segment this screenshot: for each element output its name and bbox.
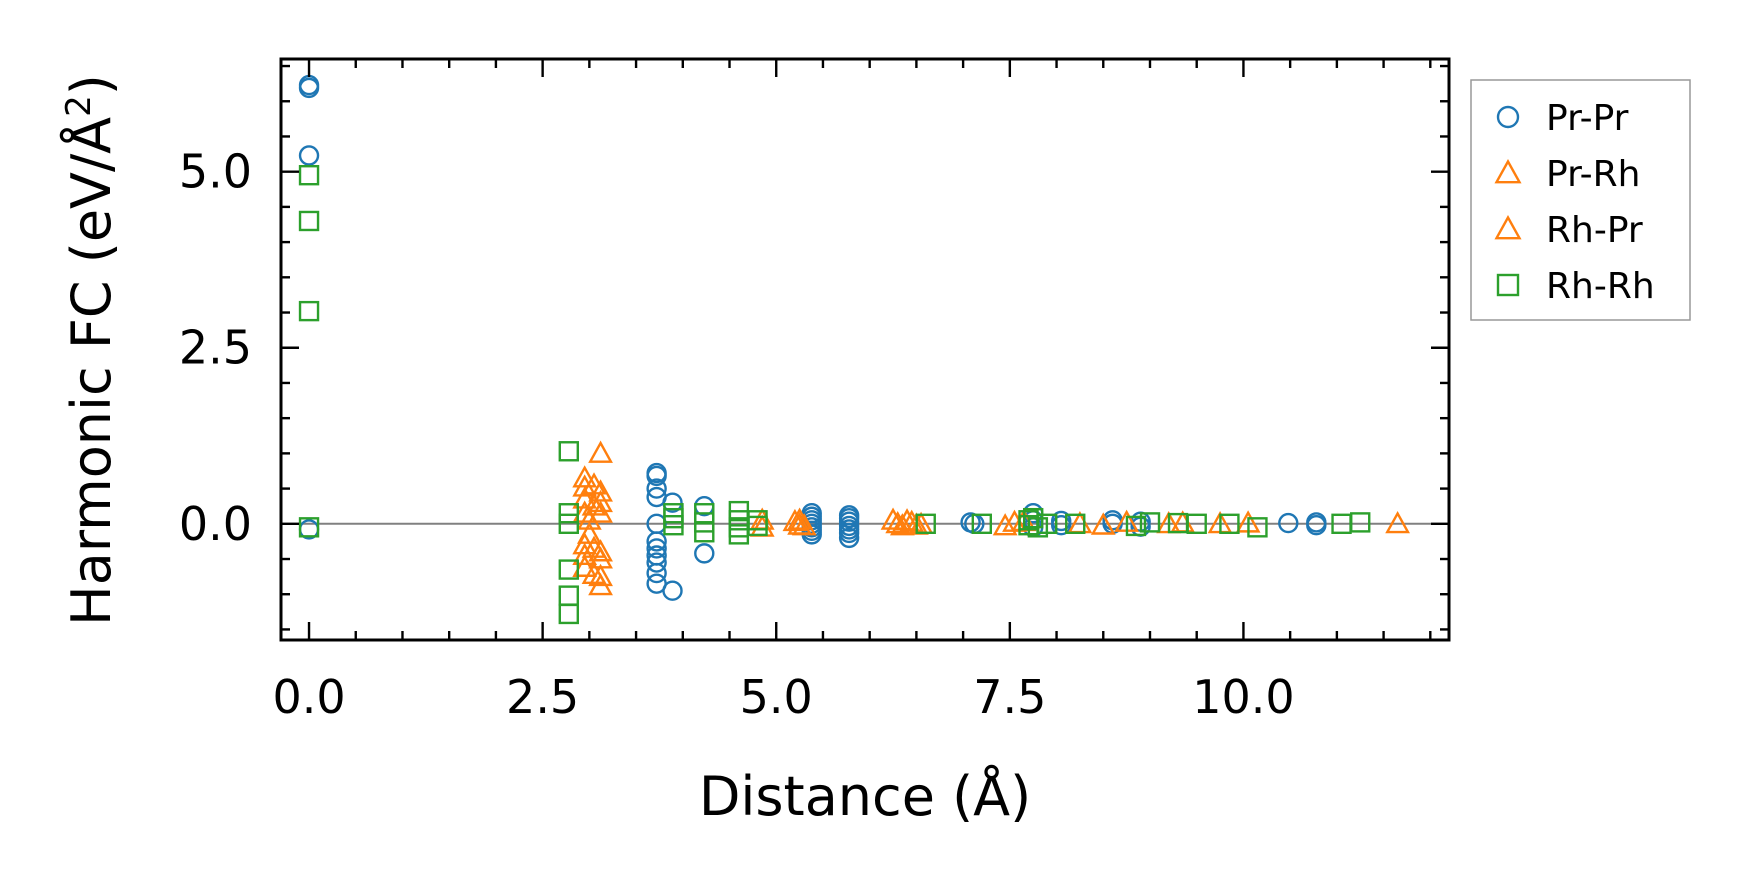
data-point (1385, 510, 1410, 534)
legend: Pr-Pr Pr-Rh Rh-Pr Rh-Rh (1470, 79, 1691, 321)
y-tick-label: 0.0 (179, 497, 252, 551)
x-tick-label: 5.0 (740, 670, 813, 724)
axis-tick-labels: 0.0 2.5 5.0 7.5 10.0 0.0 2.5 5.0 (179, 145, 1295, 724)
data-point (646, 465, 667, 487)
data-point (1051, 515, 1072, 536)
data-point (581, 535, 607, 558)
data-point (791, 513, 817, 536)
data-point (558, 559, 579, 580)
data-point (694, 522, 715, 543)
data-point (646, 538, 667, 559)
data-point (646, 552, 667, 573)
legend-label: Rh-Rh (1546, 266, 1655, 307)
data-point (572, 486, 598, 509)
data-point (747, 515, 768, 537)
data-point (992, 513, 1018, 536)
legend-label: Rh-Pr (1546, 210, 1643, 251)
data-point (646, 478, 667, 499)
plot-area (281, 59, 1449, 640)
legend-entry: Pr-Pr (1496, 98, 1629, 139)
data-point (880, 507, 906, 530)
y-axis-label: Harmonic FC (eV/Å2) (59, 74, 123, 626)
data-point (581, 561, 607, 584)
legend-entry: Pr-Rh (1494, 154, 1640, 195)
data-point (646, 531, 667, 552)
plot-background (281, 59, 1449, 640)
legend-entries: Pr-Pr Pr-Rh Rh-Pr Rh-Rh (1494, 98, 1655, 307)
data-point (558, 513, 579, 534)
data-markers (298, 74, 1410, 625)
legend-entry: Rh-Rh (1496, 266, 1655, 307)
series-rh-rh (298, 164, 1371, 625)
y-tick-label: 5.0 (179, 145, 252, 199)
data-point (646, 562, 667, 584)
data-point (576, 521, 602, 544)
data-point (588, 563, 613, 587)
data-point (298, 210, 320, 232)
data-point (1090, 512, 1116, 535)
legend-marker (1496, 105, 1520, 129)
data-point (1278, 512, 1299, 534)
data-point (588, 440, 613, 463)
x-axis-label: Distance (Å) (699, 764, 1031, 828)
y-axis-label-main: Harmonic FC (eV/Å (59, 117, 123, 626)
axis-ticks (281, 59, 1449, 640)
data-point (1247, 517, 1268, 538)
data-point (1125, 515, 1147, 537)
data-point (588, 572, 613, 596)
data-point (663, 515, 684, 536)
data-point (298, 517, 320, 538)
data-point (787, 507, 812, 530)
data-point (298, 145, 320, 166)
data-point (572, 465, 598, 488)
data-point (1350, 512, 1371, 533)
data-point (588, 479, 613, 502)
x-tick-label: 7.5 (973, 670, 1046, 724)
data-point (588, 489, 613, 513)
x-tick-label: 0.0 (272, 670, 345, 724)
data-point (1219, 513, 1240, 534)
data-point (298, 77, 320, 99)
legend-label: Pr-Pr (1546, 98, 1629, 139)
data-point (588, 500, 613, 523)
data-point (572, 542, 598, 565)
data-point (662, 580, 683, 601)
data-point (915, 513, 936, 534)
legend-marker (1496, 273, 1520, 297)
plot-frame (279, 57, 1451, 642)
legend-marker (1494, 159, 1522, 184)
data-point (572, 474, 598, 497)
data-point (558, 503, 579, 524)
x-tick-label: 10.0 (1192, 670, 1294, 724)
data-point (1306, 515, 1327, 536)
data-point (971, 513, 992, 534)
data-point (838, 522, 860, 544)
data-point (1186, 513, 1207, 534)
x-tick-label: 2.5 (506, 670, 579, 724)
data-point (576, 507, 602, 530)
data-point (889, 513, 915, 536)
legend-box (1470, 79, 1691, 321)
series-pr-rh (572, 440, 1410, 596)
y-tick-label: 2.5 (179, 321, 252, 375)
legend-marker (1494, 215, 1522, 240)
data-point (558, 603, 579, 625)
data-point (885, 510, 911, 534)
data-point (838, 527, 860, 549)
data-point (1037, 513, 1058, 534)
data-point (662, 492, 683, 513)
data-point (298, 300, 320, 322)
data-point (1065, 513, 1086, 534)
y-axis-label-superscript: 2 (59, 95, 99, 117)
data-point (558, 441, 579, 462)
y-axis-label-close: ) (60, 74, 123, 95)
data-point (694, 543, 715, 564)
data-point (588, 539, 613, 562)
data-point (1139, 512, 1161, 533)
legend-entry: Rh-Pr (1494, 210, 1643, 251)
legend-label: Pr-Rh (1546, 154, 1640, 195)
data-point (298, 164, 320, 186)
